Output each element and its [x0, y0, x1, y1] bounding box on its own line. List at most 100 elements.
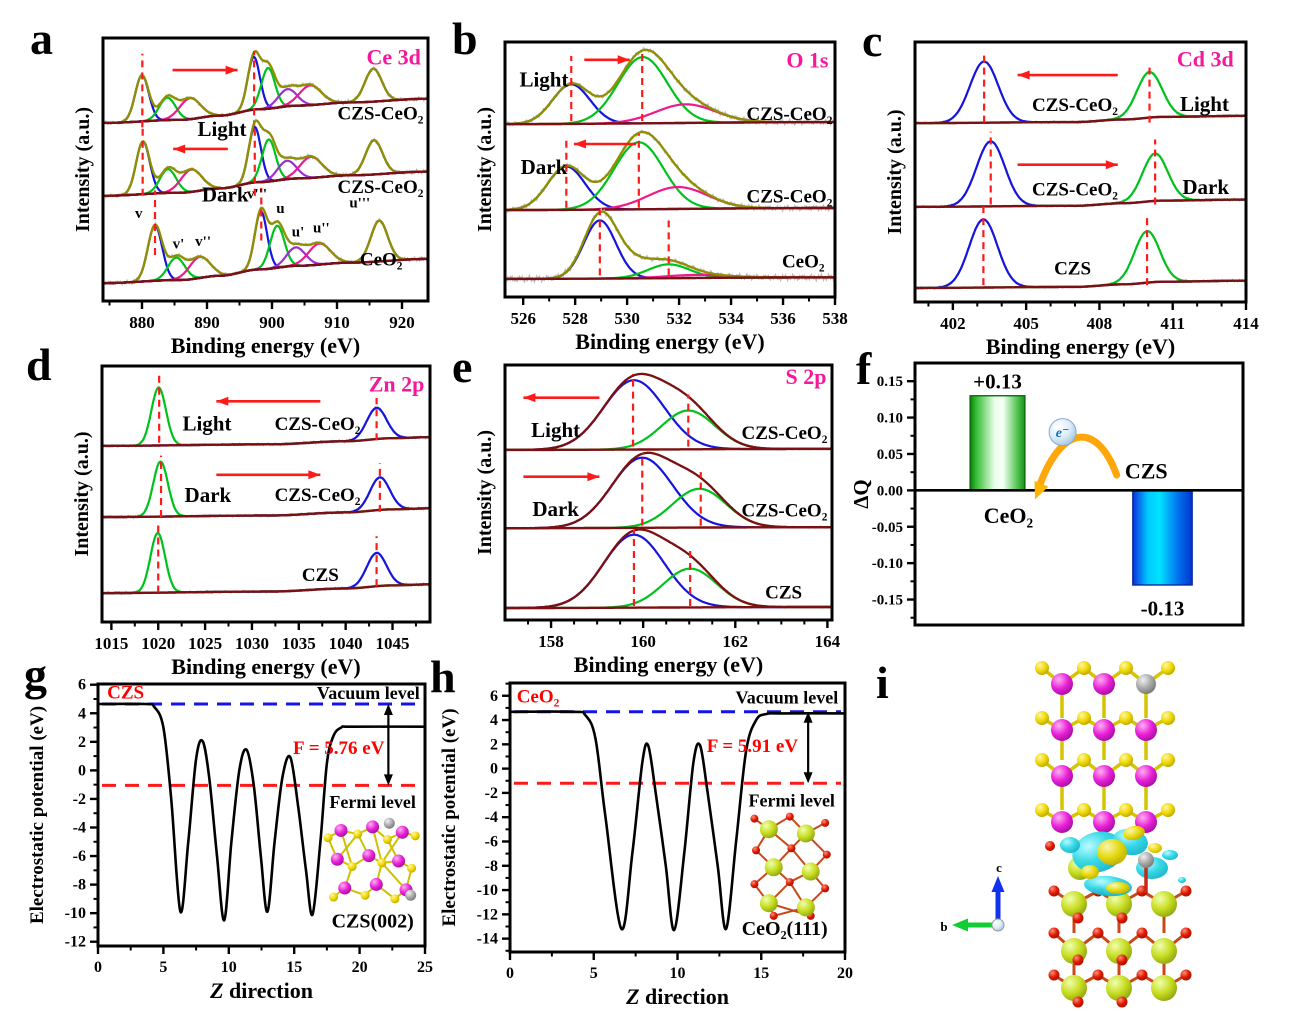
atom — [785, 812, 794, 821]
atom-cd — [1051, 719, 1073, 741]
x-tick-label: 880 — [129, 313, 155, 332]
sample-label: CeO₂ — [782, 252, 825, 273]
condition-label: Dark — [532, 497, 579, 521]
condition-label: Light — [1180, 92, 1229, 116]
inset-structure — [750, 812, 831, 920]
panel-letter-h: h — [430, 651, 456, 702]
background-baseline-curve — [505, 120, 835, 126]
y-tick-label: -8 — [73, 877, 86, 894]
atom-s — [1119, 753, 1133, 767]
atom-o — [1072, 912, 1084, 924]
x-tick-label: 538 — [822, 309, 848, 328]
y-tick-label: 0.00 — [877, 483, 903, 499]
atom — [395, 825, 409, 839]
atom-ce — [1106, 975, 1132, 1001]
panel-tag: O 1s — [786, 48, 829, 73]
sample-label: CZS — [765, 582, 802, 603]
isosurface-cyan — [1060, 837, 1080, 853]
isosurface-cyan — [1162, 850, 1178, 860]
x-tick-label: 1045 — [376, 634, 410, 653]
atom — [353, 829, 363, 839]
panel-c-chart: CZS-CeO₂ CZS-CeO₂ CZS 402 405 408 411 414 Bindin… — [884, 40, 1259, 359]
electrostatic-potential-curve — [97, 702, 426, 922]
atom-o — [1048, 885, 1060, 897]
x-axis-title: Binding energy (eV) — [574, 652, 763, 677]
fermi-level-label: Fermi level — [748, 790, 834, 810]
peak-label: u' — [292, 225, 305, 241]
panel-letter-b: b — [452, 13, 478, 64]
y-tick-label: 6 — [490, 688, 498, 705]
y-tick-label: 0.10 — [877, 411, 903, 427]
y-tick-label: -10 — [65, 905, 86, 922]
x-tick-label: 20 — [837, 965, 853, 982]
atom-s — [1077, 711, 1091, 725]
arrowhead-icon — [803, 772, 813, 784]
y-tick-label: -4 — [73, 819, 86, 836]
panel-tag: CeO₂ — [517, 686, 560, 707]
y-tick-label: -2 — [73, 791, 86, 808]
atom-s — [1077, 803, 1091, 817]
x-tick-label: 900 — [259, 313, 285, 332]
panel-letter-e: e — [452, 341, 473, 392]
panel-letter-c: c — [862, 15, 883, 66]
inset-structure — [323, 817, 420, 904]
x-tick-label: 1040 — [329, 634, 363, 653]
background-baseline-curve — [102, 583, 430, 595]
czs-slab — [1035, 661, 1175, 833]
atom — [752, 846, 761, 855]
atom-ce — [1106, 891, 1132, 917]
arrowhead-icon — [383, 703, 393, 715]
atom-cd — [1051, 811, 1073, 833]
work-function-label: F = 5.91 eV — [707, 736, 799, 757]
condition-label: Dark — [185, 483, 232, 507]
atom-o — [1180, 969, 1192, 981]
plot-frame — [503, 363, 834, 622]
sample-label: CZS-CeO₂ — [1032, 179, 1118, 200]
atom-s — [1119, 711, 1133, 725]
isosurface-yellow — [1097, 839, 1127, 865]
peak-label: u — [276, 201, 284, 217]
atom-cd — [1093, 811, 1115, 833]
arrowhead-icon — [383, 774, 393, 786]
isosurface-cyan — [1178, 877, 1186, 883]
x-tick-label: 534 — [718, 309, 744, 328]
atom — [764, 858, 783, 877]
atom-o — [1092, 969, 1104, 981]
y-tick-label: -6 — [73, 848, 86, 865]
atom-ce — [1151, 891, 1177, 917]
atom — [785, 878, 794, 887]
arrowhead-icon — [952, 918, 968, 932]
fit-component-curve — [103, 210, 428, 285]
atom — [407, 863, 417, 873]
x-tick-label: 890 — [194, 313, 220, 332]
x-tick-label: 10 — [221, 959, 237, 976]
atom-zn — [1136, 674, 1156, 694]
y-tick-label: 0 — [78, 762, 86, 779]
atom — [796, 898, 815, 917]
x-tick-label: 402 — [940, 314, 966, 333]
x-tick-label: 15 — [286, 959, 302, 976]
x-tick-label: 25 — [417, 959, 433, 976]
peak-label: v''' — [247, 186, 267, 202]
y-tick-label: 0.15 — [877, 374, 903, 390]
peak-label: u'' — [313, 221, 330, 237]
electrostatic-potential-curve — [509, 710, 846, 932]
electron-transfer-arrow-icon — [1035, 433, 1121, 491]
ellipse — [1053, 424, 1064, 431]
condition-label: Light — [519, 68, 568, 92]
y-axis-title: Intensity (a.u.) — [474, 430, 496, 555]
x-tick-label: 158 — [538, 632, 564, 651]
background-baseline-curve — [505, 605, 832, 610]
work-function-label: F = 5.76 eV — [293, 738, 385, 759]
arrowhead-icon — [523, 393, 536, 403]
x-tick-label: 164 — [815, 632, 841, 651]
x-tick-label: 414 — [1233, 314, 1259, 333]
background-baseline-curve — [103, 97, 428, 125]
plot-frame — [503, 40, 837, 299]
atom — [787, 844, 796, 853]
y-tick-label: -8 — [485, 858, 498, 875]
atom-o — [1116, 912, 1128, 924]
x-tick-label: 536 — [770, 309, 796, 328]
condition-label: Light — [197, 117, 246, 141]
